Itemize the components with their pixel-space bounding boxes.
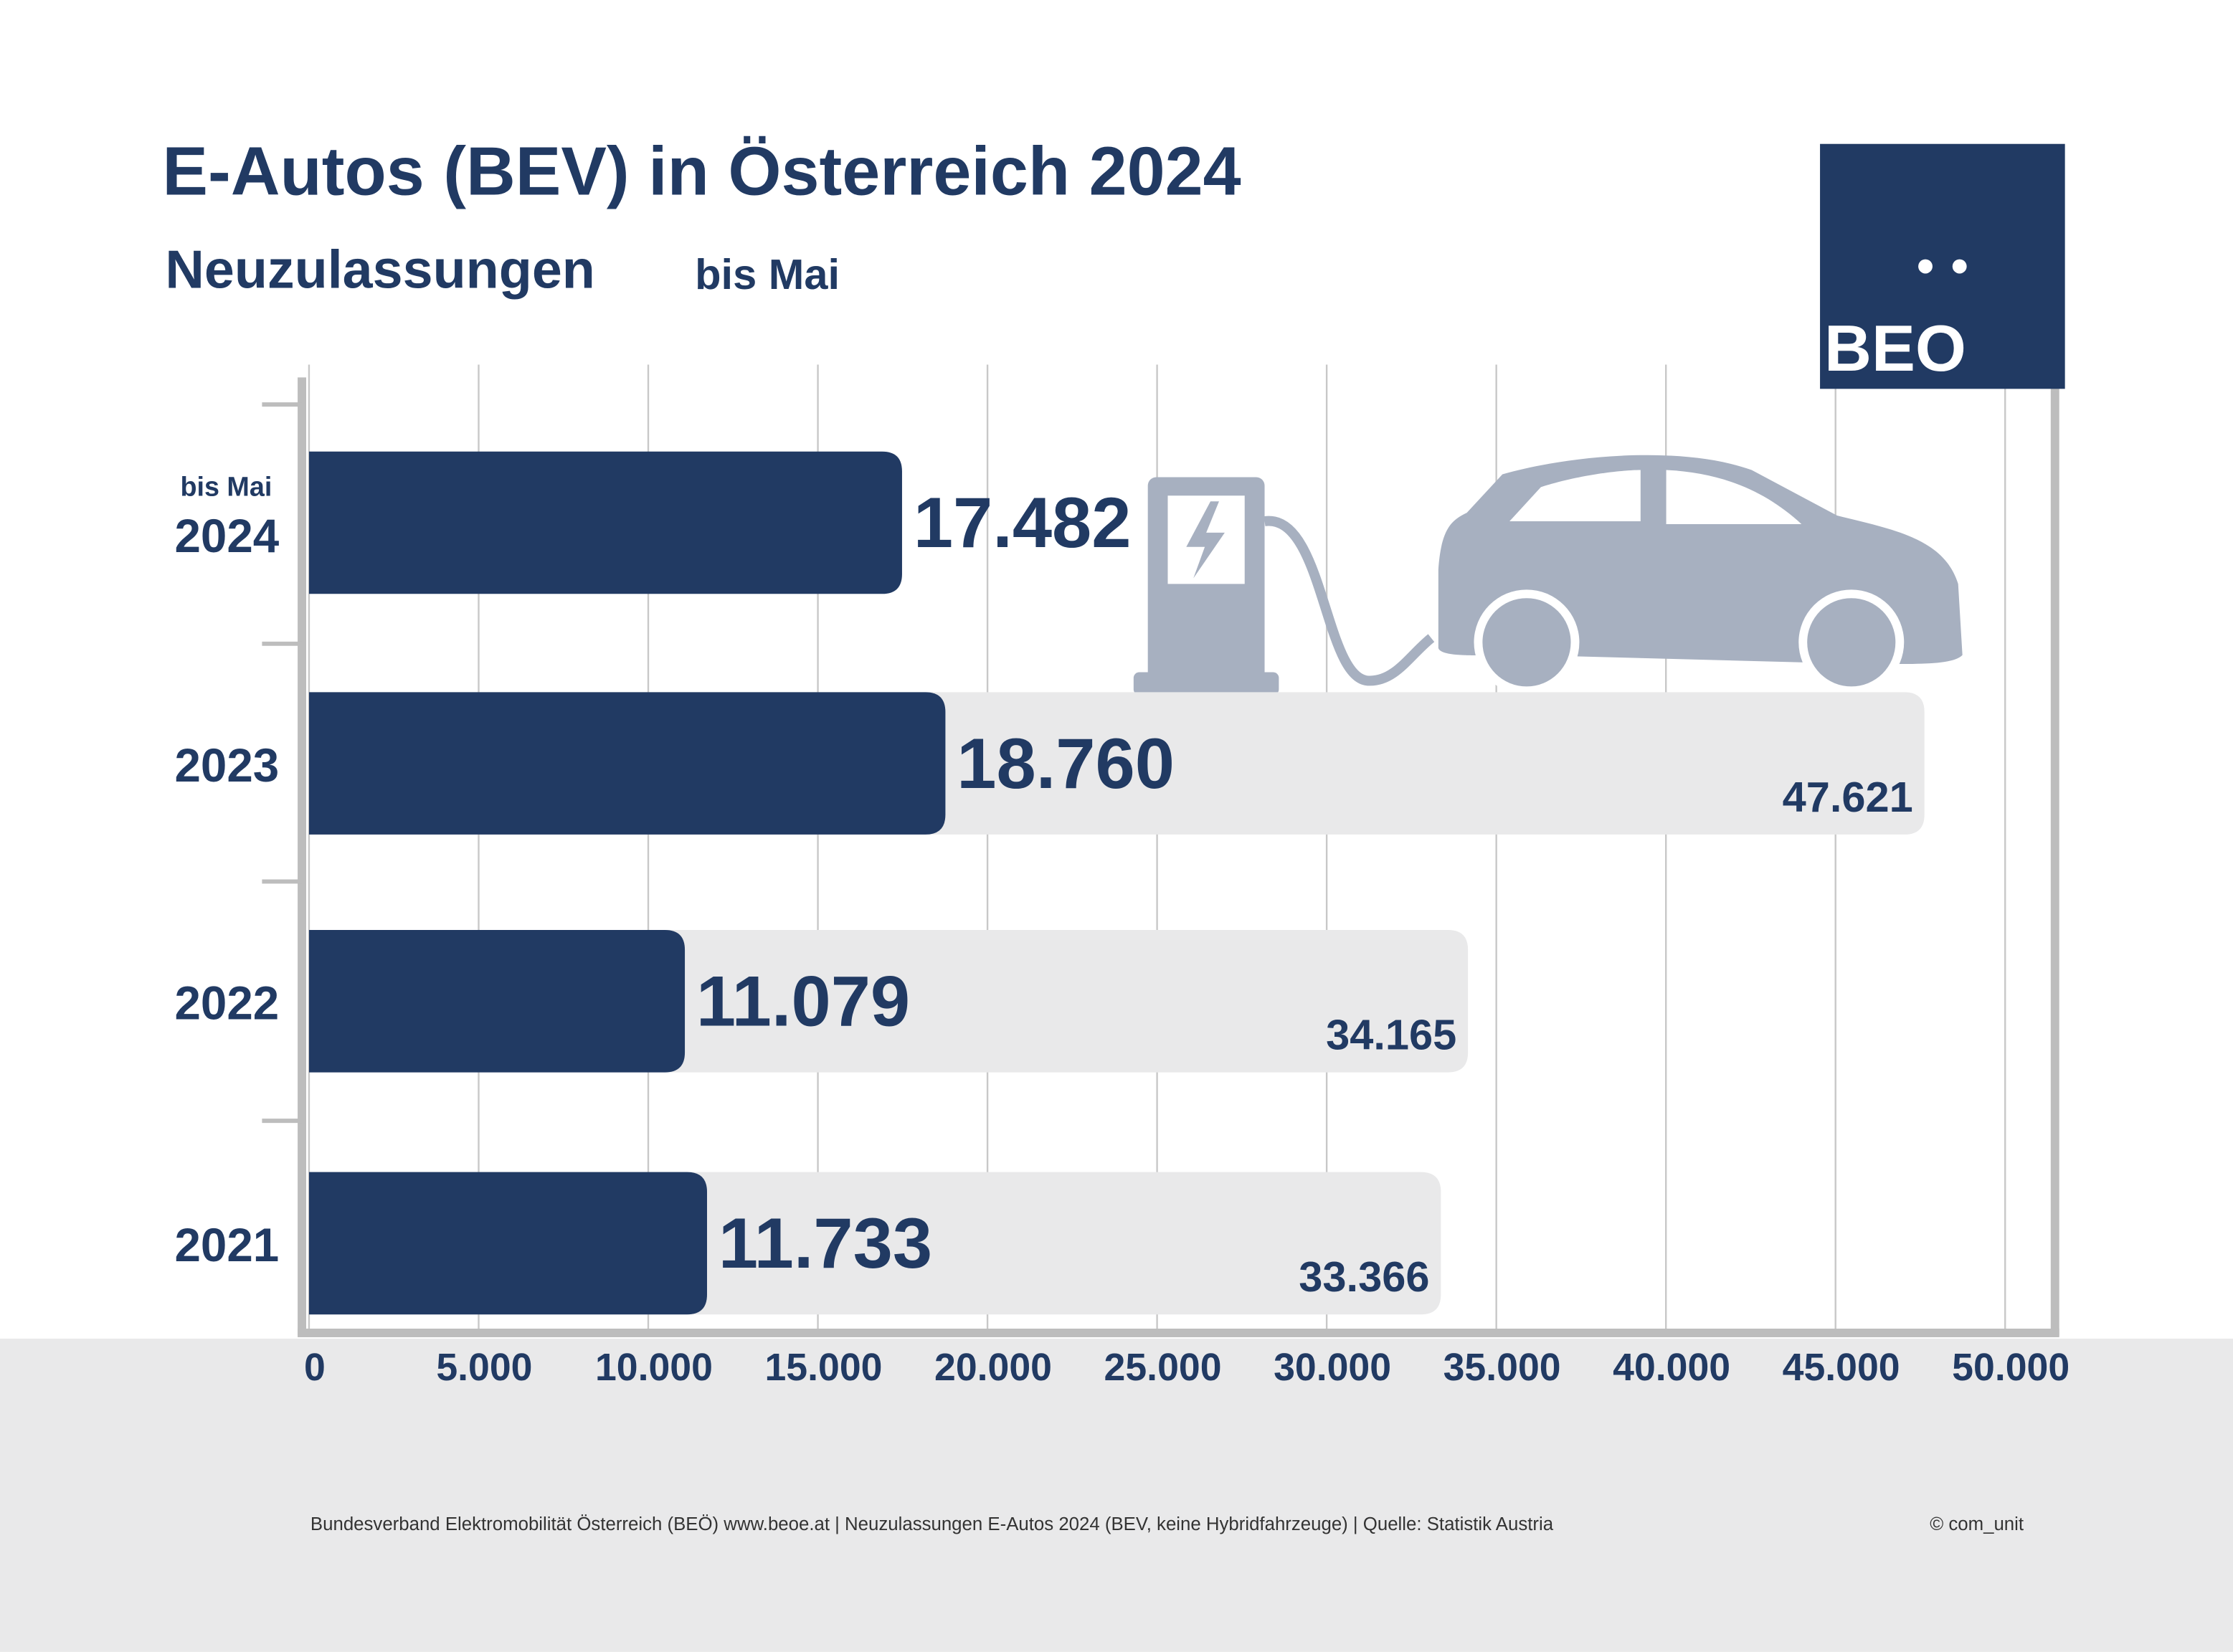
- x-tick-label: 45.000: [1783, 1346, 1900, 1389]
- chart-title: E-Autos (BEV) in Österreich 2024: [162, 134, 1241, 210]
- value-label: 11.079: [696, 962, 910, 1041]
- x-tick-label: 25.000: [1104, 1346, 1222, 1389]
- x-tick-label: 10.000: [595, 1346, 713, 1389]
- copyright: © com_unit: [1930, 1514, 2024, 1534]
- y-tick-label: 2024: [174, 510, 279, 562]
- bar: [308, 1172, 707, 1315]
- y-tick-label: 2021: [174, 1219, 279, 1271]
- value-label: 11.733: [719, 1204, 932, 1283]
- logo-text: BEO: [1824, 312, 1966, 385]
- charger-icon: [1133, 477, 1435, 696]
- value-label: 18.760: [957, 724, 1175, 804]
- total-label: 47.621: [1783, 773, 1913, 821]
- car-icon: [1438, 455, 1963, 696]
- logo-box: [1820, 143, 2065, 389]
- bars: 47.621 34.165 33.366 17.482 18.760 11.079 11.7…: [308, 451, 1925, 1315]
- bar: [308, 451, 902, 594]
- total-label: 33.366: [1299, 1253, 1429, 1301]
- x-tick-label: 30.000: [1274, 1346, 1391, 1389]
- x-tick-label: 0: [304, 1346, 326, 1389]
- x-tick-label: 35.000: [1443, 1346, 1561, 1389]
- footer: Bundesverband Elektromobilität Österreic…: [310, 1514, 1554, 1534]
- y-tick-label: 2023: [174, 739, 279, 792]
- logo: BEO: [1820, 143, 2065, 389]
- total-label: 34.165: [1326, 1011, 1456, 1059]
- chart-subtitle: Neuzulassungen: [165, 239, 595, 299]
- x-tick-label: 20.000: [934, 1346, 1052, 1389]
- x-tick-label: 40.000: [1613, 1346, 1730, 1389]
- subtitle-note: bis Mai: [695, 250, 840, 298]
- value-label: 17.482: [914, 483, 1132, 563]
- x-tick-label: 50.000: [1952, 1346, 2070, 1389]
- axes: 0 5.000 10.000 15.000 20.000 25.000 30.000 35.0…: [174, 377, 2070, 1389]
- bar: [308, 929, 686, 1073]
- x-tick-label: 15.000: [764, 1346, 882, 1389]
- category-note: bis Mai: [180, 471, 272, 501]
- x-tick-label: 5.000: [436, 1346, 532, 1389]
- footer-background: [0, 1338, 2233, 1652]
- y-tick-label: 2022: [174, 977, 279, 1030]
- bar: [308, 692, 946, 835]
